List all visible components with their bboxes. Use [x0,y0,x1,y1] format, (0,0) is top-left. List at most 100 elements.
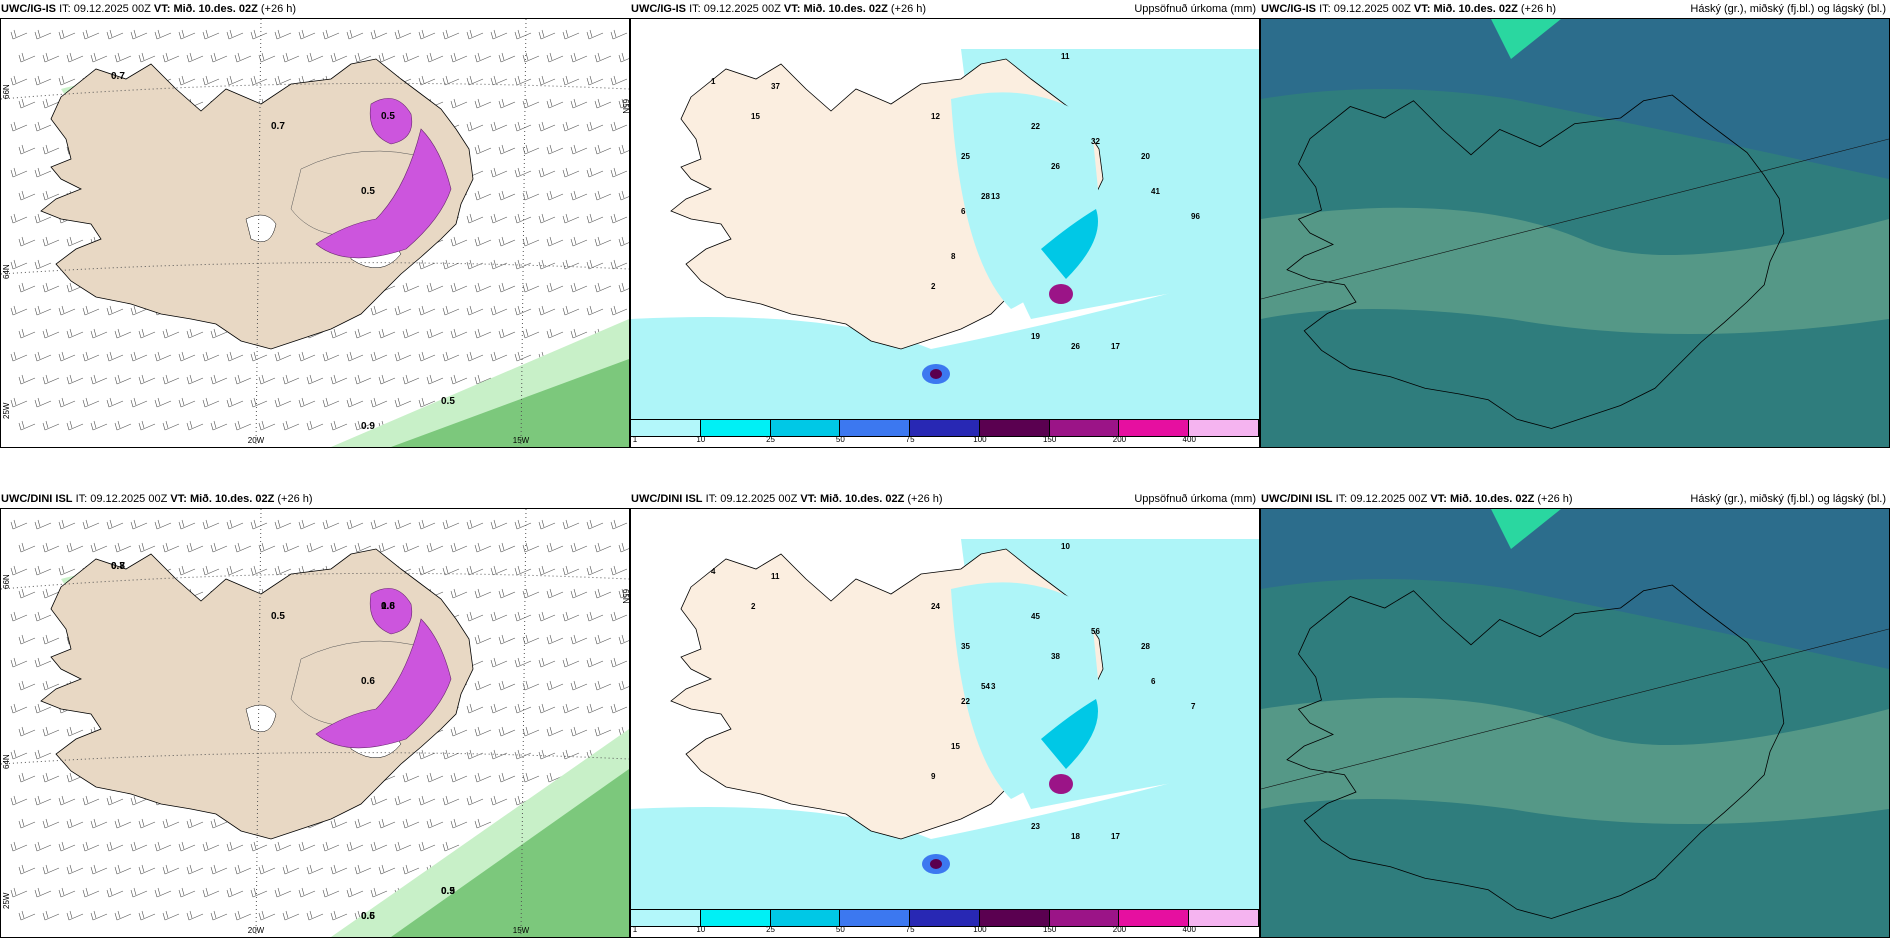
value-label: 0.5 [361,186,375,197]
colorbar-tick: 10 [696,925,706,934]
wind-barb [58,351,76,362]
map-view[interactable]: 0.7 0.9 0.5 0.5 0.7 0.5 20W 15W 66N 64N 25W 65N [0,18,630,448]
wind-barb [34,887,52,898]
precip-value: 20 [1141,152,1150,161]
wind-barb [58,565,76,576]
wind-barb [162,328,180,339]
wind-barb [18,726,36,737]
wind-barb [586,305,604,316]
map-view[interactable]: 4 2 11 24 35 45 56 38 54 28 23 18 17 15 22 9 10 3 6 7 1 10 25… [630,508,1260,938]
colorbar-tick: 400 [1182,925,1196,934]
wind-barb [322,29,340,40]
wind-barb [442,259,460,270]
map-view[interactable] [1260,18,1890,448]
map-view[interactable]: 1 15 37 12 25 22 32 26 28 20 19 26 17 8 6 2 11 13 41 96 1 10… [630,18,1260,448]
wind-barb [274,351,292,362]
wind-barb [466,611,484,622]
wind-barb [18,282,36,293]
value-label: 1.8 [381,601,395,612]
value-label: 0.5 [441,396,455,407]
wind-barb [498,190,516,201]
wind-barb [594,190,612,201]
value-label: 0.5 [361,911,375,922]
wind-barb [394,795,412,806]
wind-barb [402,282,420,293]
wind-barb [258,542,276,553]
wind-barb [522,236,540,247]
wind-barb [346,887,364,898]
wind-barb [618,190,629,201]
wind-barb [538,75,556,86]
wind-barb [586,519,604,530]
wind-barb [594,282,612,293]
wind-barb [210,818,228,829]
wind-barb [546,542,564,553]
wind-barb [90,864,108,875]
panel-dini-clouds: UWC/DINI ISL IT: 09.12.2025 00Z VT: Mið.… [1260,490,1890,940]
wind-barb [282,910,300,921]
panel-dini-precip: UWC/DINI ISL IT: 09.12.2025 00Z VT: Mið.… [630,490,1260,940]
wind-barb [346,841,364,852]
colorbar-tick: 75 [905,435,915,444]
precip-value: 22 [1031,122,1040,131]
wind-barb [514,565,532,576]
wind-barb [522,98,540,109]
wind-barb [202,29,220,40]
wind-barb [402,374,420,385]
wind-barb [138,328,156,339]
wind-barb [354,328,372,339]
low-cloud-area [1261,697,1889,824]
wind-barb [402,772,420,783]
wind-barb [154,351,172,362]
vt-label: VT: [1430,493,1447,505]
snow-precip-map: 0.7 0.9 0.5 0.5 0.7 0.5 20W 15W 66N 64N 25W 65N [1,19,629,447]
wind-barb [154,841,172,852]
wind-barb [274,887,292,898]
wind-barb [538,657,556,668]
wind-barb [186,542,204,553]
wind-barb [66,818,84,829]
wind-barb [610,611,628,622]
wind-barb [594,52,612,63]
value-label: 0.5 [381,111,395,122]
wind-barb [58,75,76,86]
wind-barb [130,519,148,530]
wind-barb [106,397,124,408]
panel-title: Háský (gr.), miðský (fj.bl.) og lágský (… [1690,3,1886,15]
map-view[interactable] [1260,508,1890,938]
precip-value: 25 [961,152,970,161]
wind-barb [594,634,612,645]
wind-barb [10,75,28,86]
wind-barb [490,703,508,714]
panel-header: UWC/DINI ISL IT: 09.12.2025 00Z VT: Mið.… [1260,490,1890,508]
panel-header: UWC/DINI ISL IT: 09.12.2025 00Z VT: Mið.… [0,490,630,508]
wind-barb [346,519,364,530]
wind-barb [90,374,108,385]
lon-label-20w: 20W [248,436,265,445]
colorbar-tick: 25 [766,925,775,934]
wind-barb [514,611,532,622]
wind-barb [586,167,604,178]
wind-barb [306,542,324,553]
wind-barb [250,351,268,362]
valid-time: Mið. 10.des. 02Z [1433,3,1518,15]
map-view[interactable]: 0.7 0.5 0.9 1.8 0.5 0.6 0.8 0.6 0.5 0.6 20W 15W 66N 6… [0,508,630,938]
wind-barb [498,328,516,339]
wind-barb [202,565,220,576]
wind-barb [10,259,28,270]
longitude-line [255,509,262,937]
wind-barb [570,98,588,109]
wind-barb [378,52,396,63]
wind-barb [394,305,412,316]
wind-barb [426,818,444,829]
init-time: 09.12.2025 00Z [73,3,151,15]
wind-barb [394,29,412,40]
precip-value: 2 [931,282,936,291]
wind-barb [418,749,436,760]
wind-barb [106,887,124,898]
wind-barb [538,167,556,178]
wind-barb [18,634,36,645]
wind-barb [490,611,508,622]
wind-barb [210,420,228,431]
